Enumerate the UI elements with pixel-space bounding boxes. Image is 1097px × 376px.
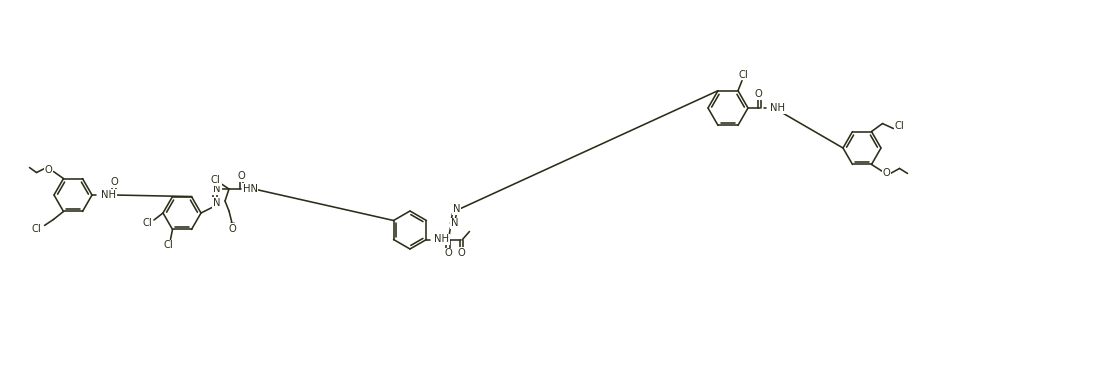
Text: N: N: [451, 218, 459, 229]
Text: N: N: [213, 184, 220, 194]
Text: N: N: [213, 198, 220, 208]
Text: O: O: [754, 89, 762, 99]
Text: O: O: [237, 171, 245, 181]
Text: NH: NH: [770, 103, 785, 113]
Text: Cl: Cl: [163, 241, 173, 250]
Text: O: O: [45, 165, 53, 174]
Text: Cl: Cl: [738, 70, 748, 80]
Text: O: O: [444, 249, 452, 259]
Text: O: O: [883, 168, 891, 179]
Text: NH: NH: [434, 235, 450, 244]
Text: NH: NH: [101, 190, 116, 200]
Text: HN: HN: [242, 184, 258, 194]
Text: Cl: Cl: [143, 218, 151, 228]
Text: Cl: Cl: [895, 121, 904, 130]
Text: O: O: [110, 177, 117, 187]
Text: Cl: Cl: [211, 175, 219, 185]
Text: O: O: [228, 224, 236, 234]
Text: N: N: [453, 205, 461, 214]
Text: Cl: Cl: [32, 224, 42, 235]
Text: O: O: [457, 247, 465, 258]
